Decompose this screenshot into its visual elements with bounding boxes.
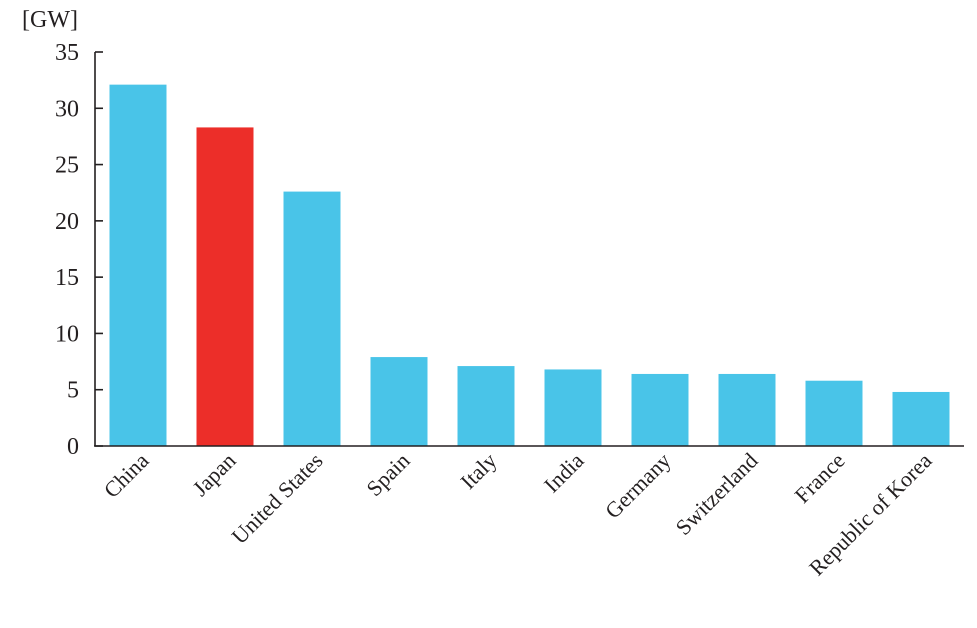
bar-spain bbox=[370, 357, 428, 446]
y-tick-label: 25 bbox=[55, 153, 79, 179]
x-category-label: Italy bbox=[455, 448, 501, 494]
bar-republic-of-korea bbox=[892, 391, 950, 446]
bar-japan bbox=[196, 127, 254, 447]
bar-switzerland bbox=[718, 373, 776, 446]
y-tick-label: 15 bbox=[55, 265, 79, 291]
bar-france bbox=[805, 380, 863, 446]
y-tick-label: 5 bbox=[67, 378, 79, 404]
y-tick-label: 35 bbox=[55, 40, 79, 66]
x-category-label: Spain bbox=[361, 448, 414, 501]
bar-germany bbox=[631, 373, 689, 446]
x-category-label: China bbox=[99, 448, 154, 503]
bar-china bbox=[109, 84, 167, 446]
x-category-label: India bbox=[539, 448, 589, 498]
y-axis-unit-label: [GW] bbox=[22, 7, 78, 33]
x-category-label: Switzerland bbox=[671, 448, 763, 540]
y-tick-label: 20 bbox=[55, 209, 79, 235]
x-category-label: Japan bbox=[187, 448, 240, 501]
bars bbox=[109, 84, 950, 447]
bar-india bbox=[544, 369, 602, 446]
bar-italy bbox=[457, 366, 515, 446]
y-tick-label: 0 bbox=[67, 434, 79, 460]
y-tick-label: 10 bbox=[55, 321, 79, 347]
y-axis-ticks: 0 5 10 15 20 25 30 35 bbox=[55, 40, 103, 460]
x-category-label: United States bbox=[226, 448, 327, 549]
x-category-label: Germany bbox=[600, 448, 676, 524]
y-tick-label: 30 bbox=[55, 96, 79, 122]
bar-united-states bbox=[283, 191, 341, 446]
x-category-label: France bbox=[790, 448, 850, 508]
